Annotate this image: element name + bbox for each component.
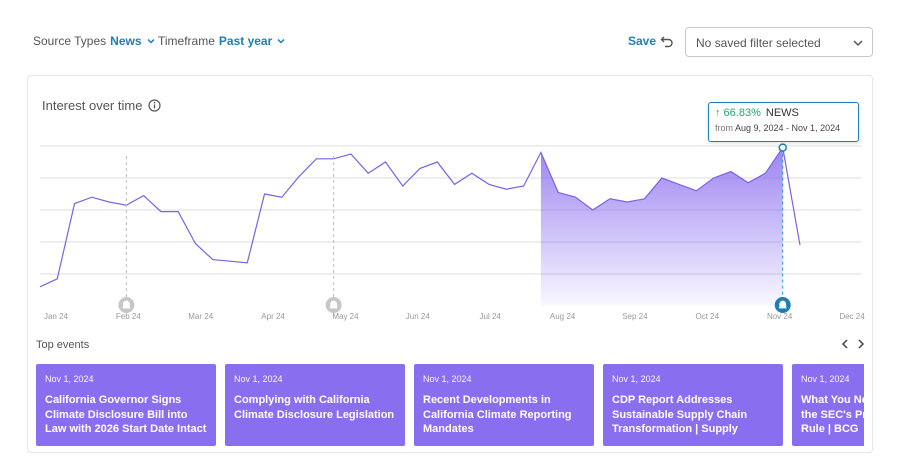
tooltip-series: NEWS xyxy=(765,107,799,119)
x-tick-label: Oct 24 xyxy=(695,312,719,321)
interest-card: Interest over time Jan 24 Feb 24 Mar 24 Apr… xyxy=(27,75,873,453)
events-pager xyxy=(840,338,866,350)
x-tick-label: Aug 24 xyxy=(550,312,576,321)
event-title: California Governor Signs Climate Disclo… xyxy=(45,394,207,435)
event-title: Recent Developments in California Climat… xyxy=(423,394,572,435)
x-tick-label: Mar 24 xyxy=(188,312,213,321)
top-events-label: Top events xyxy=(36,339,90,351)
event-card[interactable]: Nov 1, 2024 Complying with California Cl… xyxy=(225,364,405,446)
event-date: Nov 1, 2024 xyxy=(45,374,94,384)
chevron-down-icon xyxy=(277,38,285,44)
info-icon[interactable] xyxy=(148,99,162,112)
highlight-area xyxy=(540,147,783,306)
event-date: Nov 1, 2024 xyxy=(234,374,283,384)
source-types-label: Source Types xyxy=(33,34,107,48)
chevron-left-icon[interactable] xyxy=(840,338,850,350)
saved-filter-select[interactable]: No saved filter selected xyxy=(685,27,873,57)
event-card[interactable]: Nov 1, 2024 Recent Developments in Calif… xyxy=(414,364,594,446)
x-tick-label: Jun 24 xyxy=(406,312,431,321)
active-point xyxy=(778,143,787,152)
timeframe-label: Timeframe xyxy=(158,34,215,48)
timeframe-value: Past year xyxy=(218,34,273,48)
bell-icon xyxy=(778,300,787,309)
save-button[interactable]: Save xyxy=(628,34,657,48)
event-date: Nov 1, 2024 xyxy=(612,374,661,384)
event-title: Complying with California Climate Disclo… xyxy=(234,394,395,421)
event-date: Nov 1, 2024 xyxy=(423,374,472,384)
filter-bar: Source Types News Timeframe Past year Sa… xyxy=(0,0,900,70)
undo-icon[interactable] xyxy=(660,34,674,48)
x-tick-label: Feb 24 xyxy=(116,312,141,321)
chart-title-text: Interest over time xyxy=(42,98,143,113)
event-title: What You Need to Know About the SEC's Pr… xyxy=(801,394,864,435)
tooltip-change: ↑ 66.83% xyxy=(715,107,761,119)
event-card[interactable]: Nov 1, 2024 California Governor Signs Cl… xyxy=(36,364,216,446)
events-list: Nov 1, 2024 California Governor Signs Cl… xyxy=(36,364,864,446)
timeframe-filter[interactable]: Timeframe Past year xyxy=(158,34,286,48)
x-tick-label: May 24 xyxy=(332,312,359,321)
chevron-down-icon xyxy=(146,38,155,44)
interest-chart: Jan 24 Feb 24 Mar 24 Apr 24 May 24 Jun 24 Jul … xyxy=(39,143,865,321)
x-tick-label: Jan 24 xyxy=(44,312,69,321)
bell-icon xyxy=(122,300,131,309)
x-tick-label: Nov 24 xyxy=(767,312,793,321)
source-types-filter[interactable]: Source Types News xyxy=(33,34,156,48)
chart-title: Interest over time xyxy=(42,98,162,113)
x-tick-label: Jul 24 xyxy=(480,312,502,321)
tooltip-range: Aug 9, 2024 - Nov 1, 2024 xyxy=(735,123,841,133)
event-card[interactable]: Nov 1, 2024 What You Need to Know About … xyxy=(792,364,864,446)
source-types-value: News xyxy=(110,34,142,48)
saved-filter-value: No saved filter selected xyxy=(696,36,821,50)
bell-icon xyxy=(329,300,338,309)
chevron-down-icon xyxy=(853,40,863,47)
event-date: Nov 1, 2024 xyxy=(801,374,850,384)
x-tick-label: Sep 24 xyxy=(622,312,648,321)
event-title: CDP Report Addresses Sustainable Supply … xyxy=(612,394,748,435)
x-tick-label: Apr 24 xyxy=(261,312,285,321)
chart-tooltip: ↑ 66.83% NEWS from Aug 9, 2024 - Nov 1, … xyxy=(708,102,859,142)
x-tick-label: Dec 24 xyxy=(839,312,865,321)
tooltip-from-label: from xyxy=(715,123,733,133)
chevron-right-icon[interactable] xyxy=(856,338,866,350)
event-card[interactable]: Nov 1, 2024 CDP Report Addresses Sustain… xyxy=(603,364,783,446)
series-line xyxy=(39,146,801,288)
